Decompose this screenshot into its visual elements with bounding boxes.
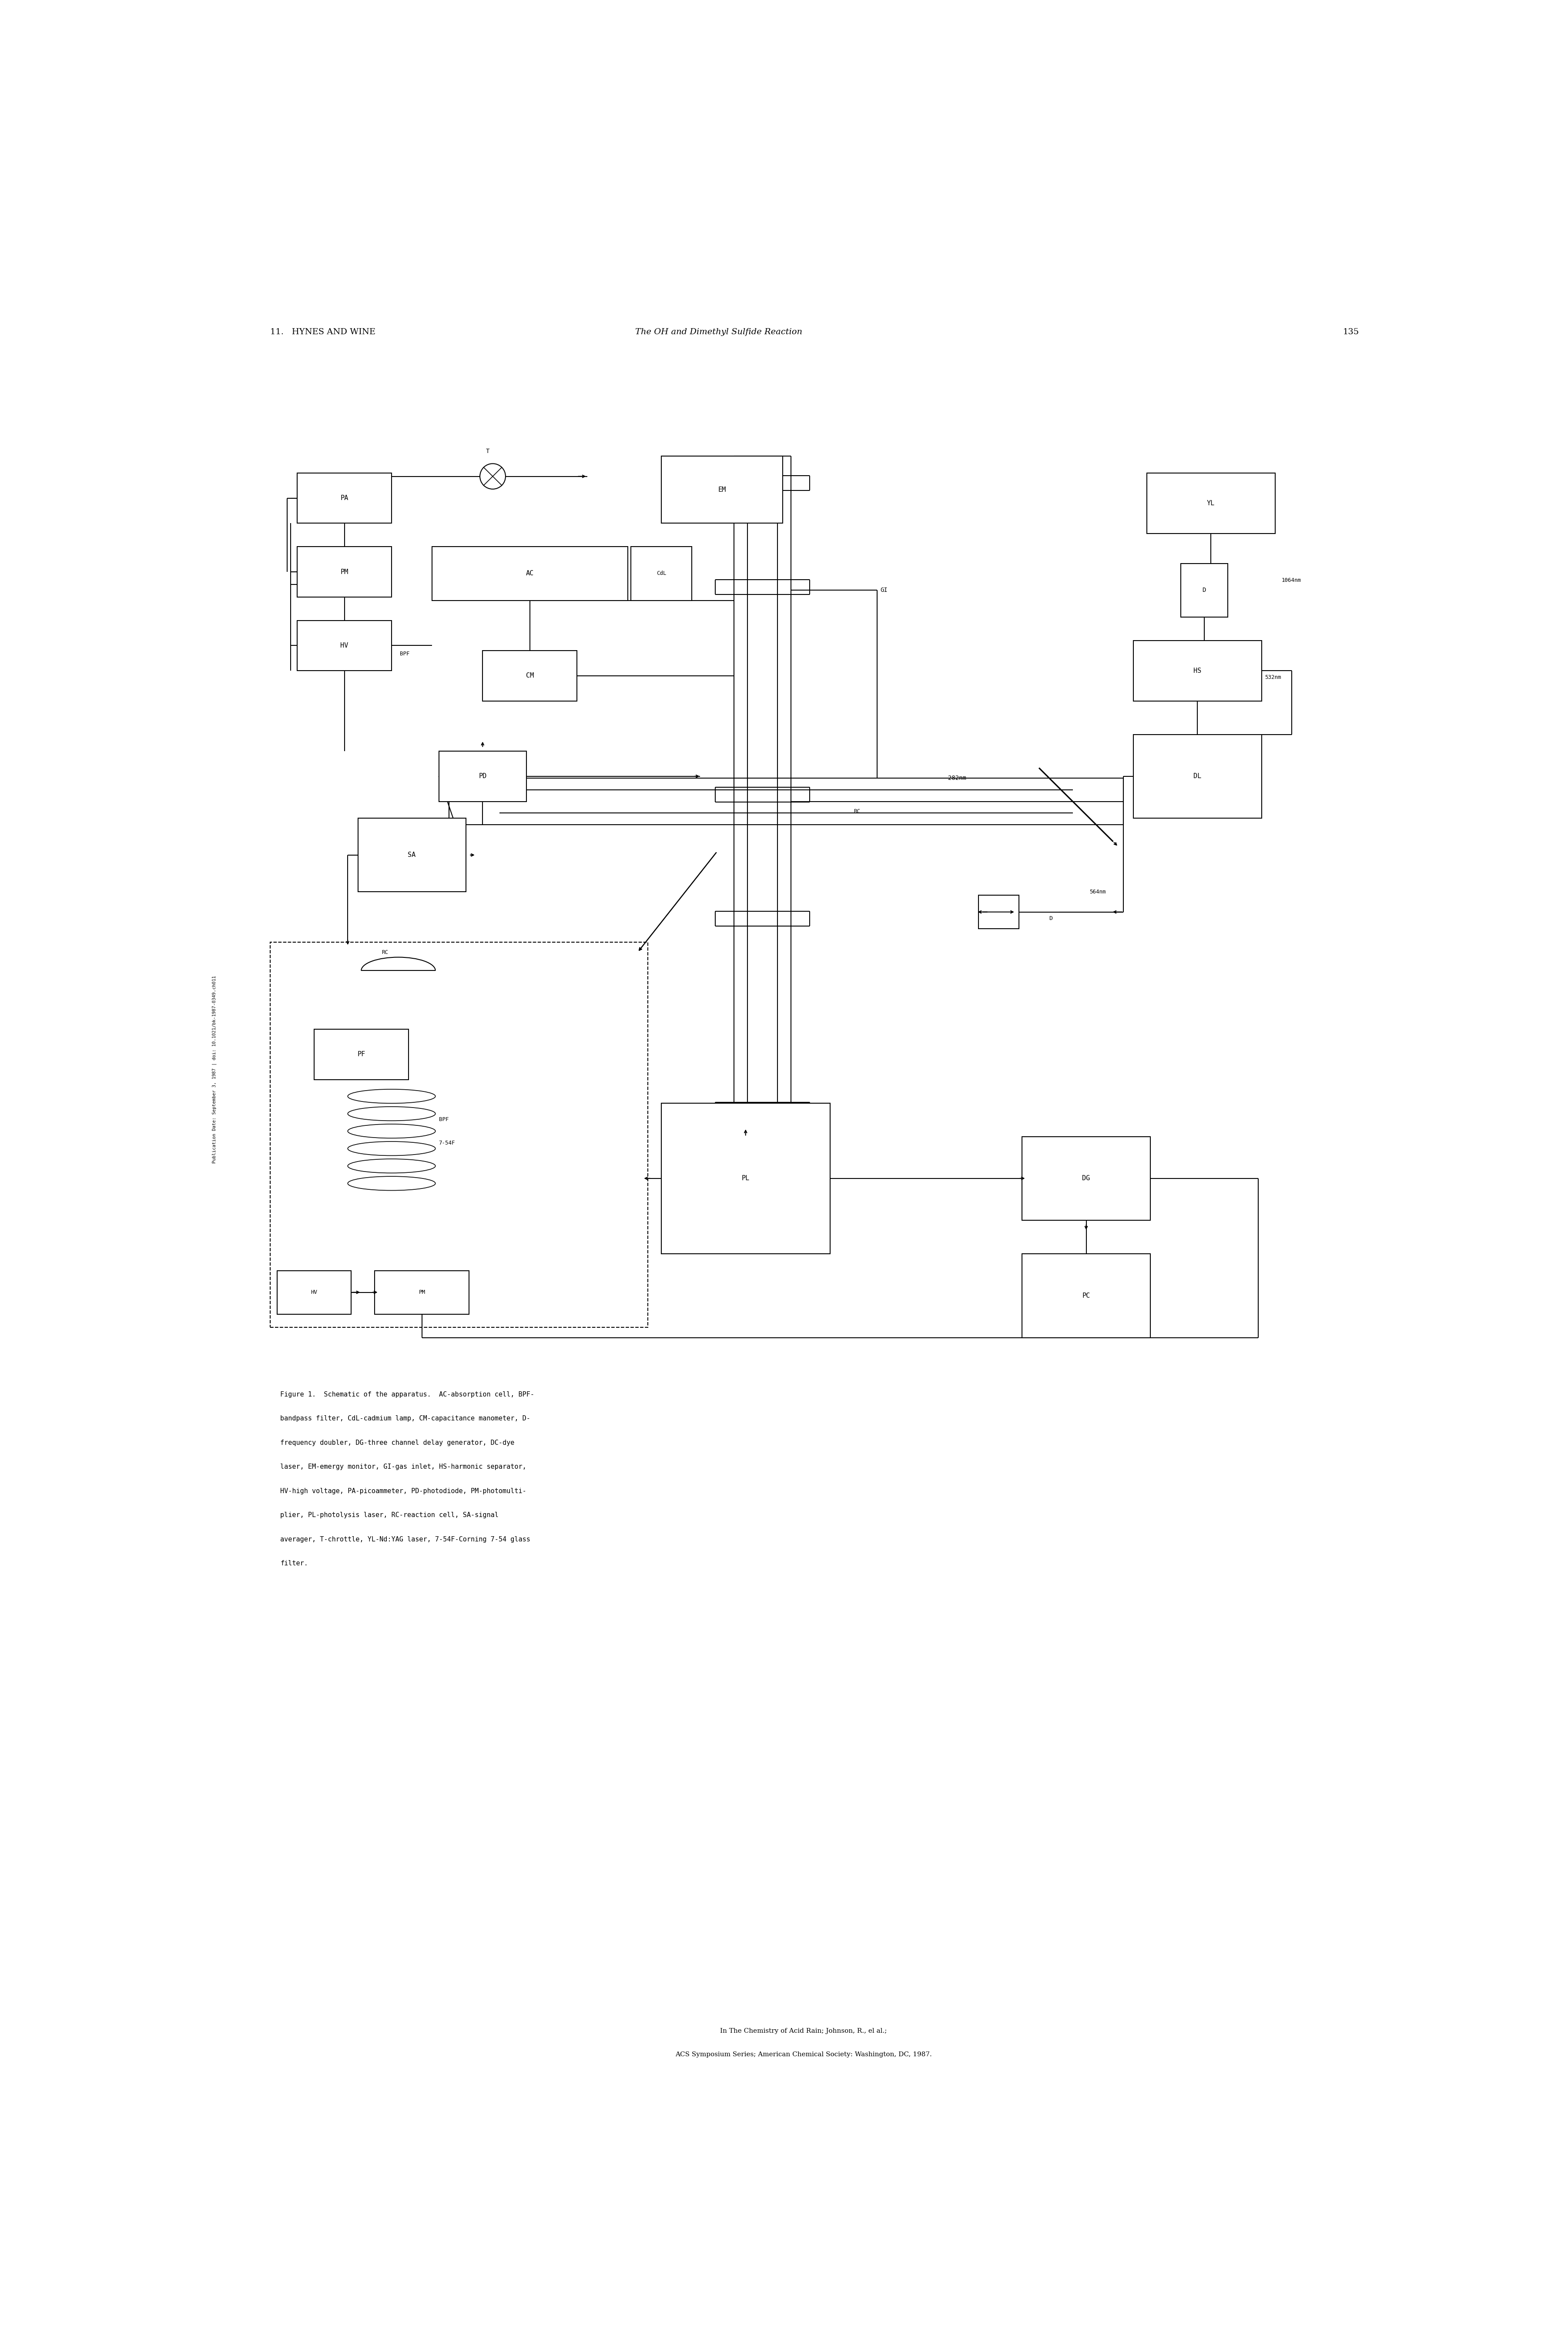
Text: 282nm: 282nm (949, 776, 966, 780)
Text: DG: DG (1082, 1175, 1090, 1182)
Text: D: D (1049, 916, 1052, 921)
Bar (278, 1271, 351, 1314)
Text: Publication Date: September 3, 1987 | doi: 10.1021/bk-1987-0349.ch011: Publication Date: September 3, 1987 | do… (212, 975, 216, 1163)
Text: 564nm: 564nm (1090, 888, 1105, 895)
Bar (1022, 1137, 1151, 1220)
Text: The OH and Dimethyl Sulfide Reaction: The OH and Dimethyl Sulfide Reaction (635, 329, 803, 336)
Text: HS: HS (1193, 667, 1201, 674)
Text: PL: PL (742, 1175, 750, 1182)
Ellipse shape (348, 1090, 436, 1102)
Text: RC: RC (381, 949, 387, 954)
Text: HV: HV (340, 642, 348, 649)
Text: D: D (1203, 588, 1206, 592)
Ellipse shape (348, 1159, 436, 1173)
Text: ACS Symposium Series; American Chemical Society: Washington, DC, 1987.: ACS Symposium Series; American Chemical … (676, 2052, 931, 2059)
Bar (1134, 733, 1262, 818)
Text: HV-high voltage, PA-picoammeter, PD-photodiode, PM-photomulti-: HV-high voltage, PA-picoammeter, PD-phot… (281, 1488, 527, 1495)
Text: EM: EM (718, 486, 726, 494)
Text: BPF: BPF (439, 1116, 448, 1123)
Ellipse shape (348, 1142, 436, 1156)
Text: In The Chemistry of Acid Rain; Johnson, R., el al.;: In The Chemistry of Acid Rain; Johnson, … (720, 2028, 887, 2035)
Bar (270, 942, 648, 1328)
Bar (314, 1029, 408, 1079)
Bar (1146, 472, 1275, 533)
Bar (375, 1271, 469, 1314)
Text: PM: PM (419, 1290, 425, 1295)
Text: YL: YL (1207, 501, 1215, 508)
Text: 1064nm: 1064nm (1281, 578, 1301, 583)
Text: averager, T-chrottle, YL-Nd:YAG laser, 7-54F-Corning 7-54 glass: averager, T-chrottle, YL-Nd:YAG laser, 7… (281, 1537, 530, 1542)
Bar (433, 548, 627, 599)
Text: CM: CM (525, 672, 533, 679)
Text: DL: DL (1193, 773, 1201, 780)
Text: Figure 1.  Schematic of the apparatus.  AC-absorption cell, BPF-: Figure 1. Schematic of the apparatus. AC… (281, 1391, 535, 1398)
Ellipse shape (348, 1107, 436, 1121)
Text: PM: PM (340, 569, 348, 576)
Bar (483, 651, 577, 700)
Text: T: T (486, 449, 489, 454)
Bar (1134, 642, 1262, 700)
Bar (298, 548, 392, 597)
Bar (662, 1102, 829, 1255)
Text: HV: HV (310, 1290, 317, 1295)
Text: SA: SA (408, 851, 416, 858)
Bar (298, 620, 392, 670)
Bar (662, 456, 782, 524)
Text: GI: GI (881, 588, 887, 592)
Text: PF: PF (358, 1050, 365, 1058)
Ellipse shape (348, 1123, 436, 1137)
Text: PC: PC (1082, 1293, 1090, 1300)
Text: PD: PD (478, 773, 486, 780)
Text: 7-54F: 7-54F (439, 1140, 455, 1147)
Bar (439, 752, 527, 801)
Text: 532nm: 532nm (1265, 674, 1281, 679)
Text: PA: PA (340, 496, 348, 501)
Ellipse shape (348, 1177, 436, 1191)
Text: CdL: CdL (657, 571, 666, 576)
Text: 11.   HYNES AND WINE: 11. HYNES AND WINE (270, 329, 375, 336)
Bar (358, 818, 466, 893)
Bar (1022, 1255, 1151, 1337)
Text: laser, EM-emergy monitor, GI-gas inlet, HS-harmonic separator,: laser, EM-emergy monitor, GI-gas inlet, … (281, 1464, 527, 1471)
Bar (1181, 564, 1228, 618)
Bar (978, 895, 1019, 928)
Text: plier, PL-photolysis laser, RC-reaction cell, SA-signal: plier, PL-photolysis laser, RC-reaction … (281, 1511, 499, 1518)
Text: filter.: filter. (281, 1560, 307, 1567)
Text: bandpass filter, CdL-cadmium lamp, CM-capacitance manometer, D-: bandpass filter, CdL-cadmium lamp, CM-ca… (281, 1415, 530, 1422)
Text: RC: RC (853, 808, 859, 815)
Text: AC: AC (525, 571, 533, 576)
Text: 135: 135 (1344, 329, 1359, 336)
Text: frequency doubler, DG-three channel delay generator, DC-dye: frequency doubler, DG-three channel dela… (281, 1441, 514, 1445)
Bar (298, 472, 392, 524)
Bar (630, 548, 691, 599)
Text: BPF: BPF (400, 651, 409, 656)
